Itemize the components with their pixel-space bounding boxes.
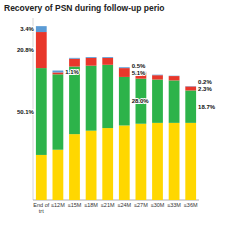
bar-segment bbox=[86, 131, 97, 200]
x-tick-label: ≤36M bbox=[184, 202, 198, 208]
bar-segment bbox=[169, 76, 180, 80]
bar-segment bbox=[185, 123, 196, 200]
bar-segment bbox=[102, 65, 113, 128]
title: Recovery of PSN during follow-up perio bbox=[4, 3, 165, 13]
bar-segment bbox=[102, 57, 113, 59]
data-label: 1.1% bbox=[65, 69, 79, 75]
bar-segment bbox=[86, 58, 97, 66]
bar-segment bbox=[102, 58, 113, 65]
x-tick-label: ≤27M bbox=[134, 202, 148, 208]
bar-segment bbox=[36, 68, 47, 155]
data-label: 2.3% bbox=[198, 86, 212, 92]
bar-segment bbox=[119, 125, 130, 200]
bar-segment bbox=[53, 71, 64, 73]
data-label: 50.1% bbox=[17, 109, 35, 115]
x-tick-label: ≤30M bbox=[151, 202, 165, 208]
data-label: 28.0% bbox=[132, 98, 150, 104]
bar-segment bbox=[53, 150, 64, 200]
bar-segment bbox=[53, 74, 64, 149]
bar-segment bbox=[136, 124, 147, 200]
bar-segment bbox=[69, 57, 80, 59]
bar-segment bbox=[152, 74, 163, 76]
bar-segment bbox=[53, 72, 64, 74]
bar-segment bbox=[119, 77, 130, 126]
bar-segment bbox=[69, 134, 80, 200]
bar-segment bbox=[119, 68, 130, 77]
bar-segment bbox=[152, 123, 163, 200]
data-label: 5.1% bbox=[132, 70, 146, 76]
chart: Recovery of PSN during follow-up perio 50… bbox=[0, 0, 225, 225]
x-tick-label: ≤12M bbox=[51, 202, 65, 208]
x-tick-label: ≤24M bbox=[117, 202, 131, 208]
bar-segment bbox=[169, 80, 180, 122]
bar-segment bbox=[69, 67, 80, 135]
bar-segment bbox=[169, 123, 180, 200]
bar-segment bbox=[119, 67, 130, 69]
bar-segment bbox=[185, 90, 196, 122]
bar-segment bbox=[152, 75, 163, 79]
bar-segment bbox=[185, 86, 196, 90]
x-tick-label: End oftrt bbox=[33, 202, 49, 214]
data-label: 0.5% bbox=[132, 63, 146, 69]
bar-segment bbox=[185, 86, 196, 87]
x-tick-label: ≤33M bbox=[167, 202, 181, 208]
x-tick-label: ≤21M bbox=[101, 202, 115, 208]
bar-segment bbox=[152, 80, 163, 123]
x-tick-label: ≤15M bbox=[68, 202, 82, 208]
data-label: 3.4% bbox=[20, 26, 34, 32]
x-tick-label: ≤18M bbox=[84, 202, 98, 208]
bar-segment bbox=[36, 32, 47, 68]
bar-segment bbox=[69, 59, 80, 67]
bar-segment bbox=[36, 26, 47, 32]
data-label: 0.2% bbox=[198, 79, 212, 85]
data-label: 18.7% bbox=[198, 104, 216, 110]
bar-segment bbox=[86, 57, 97, 59]
bar-segment bbox=[36, 155, 47, 200]
bar-segment bbox=[86, 66, 97, 131]
data-label: 20.8% bbox=[17, 47, 35, 53]
bar-segment bbox=[102, 128, 113, 200]
bars bbox=[36, 26, 196, 200]
bar-segment bbox=[169, 75, 180, 76]
